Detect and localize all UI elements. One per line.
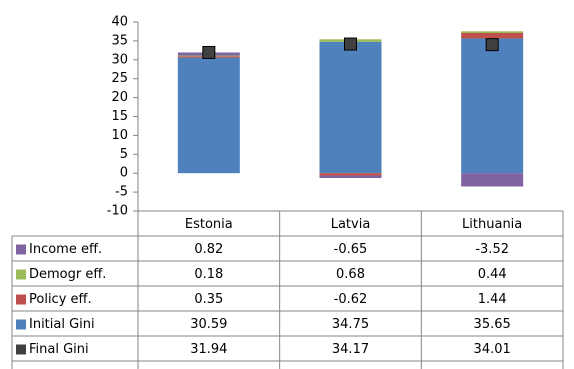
legend-swatch xyxy=(16,294,26,305)
table-value: 1.44 xyxy=(478,292,507,307)
bar-segment xyxy=(461,32,524,39)
bar-segment xyxy=(319,41,382,174)
bar-segment xyxy=(461,38,524,174)
table-value: 0.18 xyxy=(194,267,223,282)
bar-segment xyxy=(319,173,382,176)
legend-swatch xyxy=(16,269,26,280)
legend-label: Income eff. xyxy=(29,242,102,257)
legend-label: Policy eff. xyxy=(29,292,92,307)
legend-label: Initial Gini xyxy=(29,317,95,332)
table-value: 0.68 xyxy=(336,267,365,282)
legend-swatch xyxy=(16,244,26,255)
legend-swatch xyxy=(16,344,26,355)
y-tick-label: 30 xyxy=(111,52,128,67)
marker xyxy=(485,38,499,52)
x-tick-label: Estonia xyxy=(185,217,233,232)
x-tick-label: Lithuania xyxy=(462,217,522,232)
marker xyxy=(344,37,357,51)
y-tick-label: 25 xyxy=(111,71,128,86)
legend-swatch xyxy=(16,319,26,330)
table-value: 0.35 xyxy=(194,292,223,307)
y-tick-label: 35 xyxy=(111,33,128,48)
table-value: 34.17 xyxy=(332,342,369,357)
y-tick-label: -10 xyxy=(107,204,128,219)
bar-segment xyxy=(461,173,524,187)
legend-label: Final Gini xyxy=(29,342,89,357)
table-value: 0.44 xyxy=(478,267,507,282)
bar-segment xyxy=(461,31,524,33)
y-tick-label: 5 xyxy=(120,147,128,162)
table-value: -0.65 xyxy=(334,242,368,257)
table-value: 0.82 xyxy=(194,242,223,257)
bar-segment xyxy=(319,175,382,179)
table-value: 35.65 xyxy=(474,317,511,332)
y-tick-label: 10 xyxy=(111,128,128,143)
y-tick-label: 0 xyxy=(120,166,128,181)
table-value: 31.94 xyxy=(190,342,227,357)
table-value: 34.75 xyxy=(332,317,369,332)
x-tick-label: Latvia xyxy=(331,217,371,232)
y-tick-label: 40 xyxy=(111,15,128,30)
table-value: 34.01 xyxy=(474,342,511,357)
legend-label: Demogr eff. xyxy=(29,267,106,282)
bar-segment xyxy=(177,57,240,174)
marker xyxy=(202,45,216,59)
table-value: 30.59 xyxy=(190,317,227,332)
y-tick-label: 15 xyxy=(111,109,128,124)
y-tick-label: 20 xyxy=(111,90,128,105)
y-tick-label: -5 xyxy=(115,185,128,200)
table-value: -3.52 xyxy=(475,242,509,257)
table-value: -0.62 xyxy=(334,292,368,307)
